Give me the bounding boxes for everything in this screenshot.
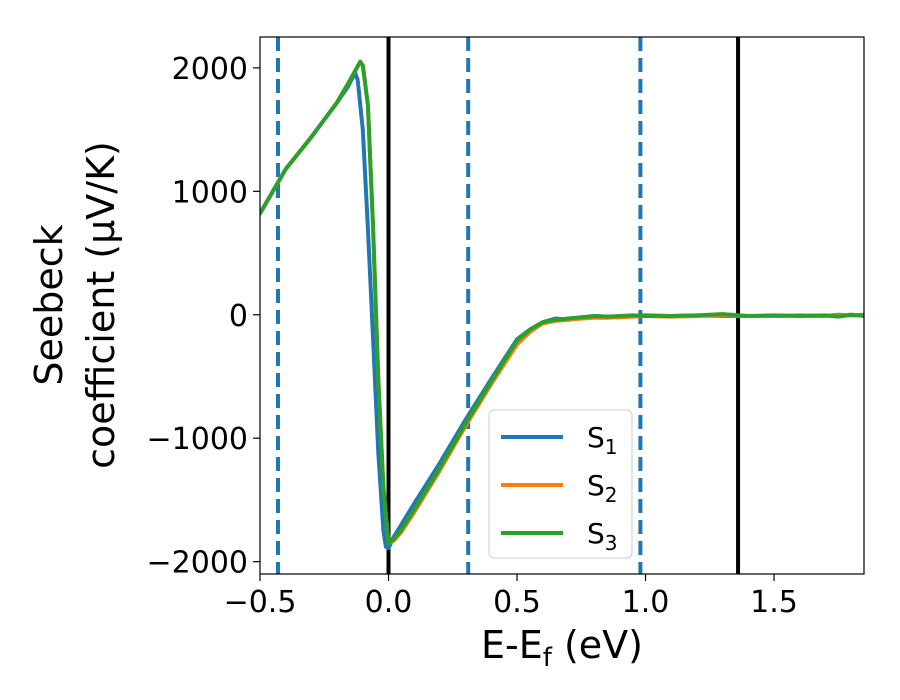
plot-frame bbox=[259, 36, 865, 575]
x-tick-label: 1.0 bbox=[622, 585, 670, 620]
y-tick-label: 0 bbox=[229, 299, 248, 334]
legend-label-s1: S1 bbox=[587, 421, 618, 459]
legend-label-s3: S3 bbox=[587, 517, 618, 555]
reference-lines bbox=[275, 37, 741, 574]
x-axis: −0.5 0.0 0.5 1.0 1.5 bbox=[224, 574, 798, 620]
y-axis-title-line1: Seebeck bbox=[27, 224, 71, 385]
x-tick-label: 1.5 bbox=[750, 585, 798, 620]
series-line-s3 bbox=[260, 59, 864, 546]
x-tick-label: −0.5 bbox=[224, 585, 297, 620]
legend-label-s2: S2 bbox=[587, 469, 618, 507]
legend: S1 S2 S3 bbox=[488, 409, 633, 559]
x-axis-title: E-Ef (eV) bbox=[481, 623, 643, 673]
y-axis: −2000 −1000 0 1000 2000 bbox=[147, 52, 260, 581]
y-tick-label: 1000 bbox=[172, 175, 248, 210]
series-group bbox=[260, 59, 864, 551]
x-tick-label: 0.5 bbox=[493, 585, 541, 620]
x-tick-label: 0.0 bbox=[365, 585, 413, 620]
y-tick-label: −2000 bbox=[147, 546, 248, 581]
y-tick-label: 2000 bbox=[172, 52, 248, 87]
y-axis-title: Seebeck coefficient (μV/K) bbox=[27, 141, 123, 469]
y-tick-label: −1000 bbox=[147, 422, 248, 457]
y-axis-title-line2: coefficient (μV/K) bbox=[79, 141, 123, 469]
